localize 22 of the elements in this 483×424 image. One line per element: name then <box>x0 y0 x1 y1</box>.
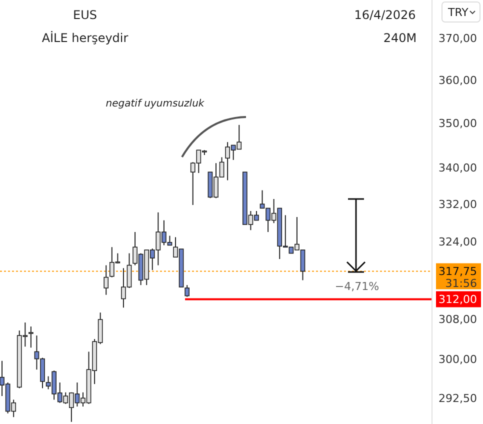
candlestick <box>28 326 34 348</box>
candlestick <box>184 284 190 298</box>
y-tick-label: 300,00 <box>438 353 477 366</box>
y-tick-label: 340,00 <box>438 161 477 174</box>
ref-line-label: 312,00 <box>438 293 477 306</box>
y-tick-label: 308,00 <box>438 312 477 326</box>
y-tick-label: 370,00 <box>438 32 477 45</box>
y-tick-label: 360,00 <box>438 74 477 87</box>
annotation: 16/4/2026 <box>354 8 416 22</box>
text: 31:56 <box>445 277 477 290</box>
annotation: EUS <box>73 8 97 22</box>
y-tick-label: 324,00 <box>438 235 477 248</box>
annotation: negatif uyumsuzluk <box>106 98 206 110</box>
annotation: AİLE herşeydir <box>42 31 128 46</box>
annotation: 240M <box>383 31 417 46</box>
ref-line-label: 317,75 <box>438 265 477 278</box>
y-tick-label: 350,00 <box>438 117 477 130</box>
y-tick-label: 292,50 <box>438 392 477 405</box>
currency-dropdown: TRY <box>442 2 480 22</box>
annotation: −4,71% <box>334 280 380 293</box>
candlestick <box>104 264 109 296</box>
y-tick-label: 332,00 <box>438 198 477 211</box>
